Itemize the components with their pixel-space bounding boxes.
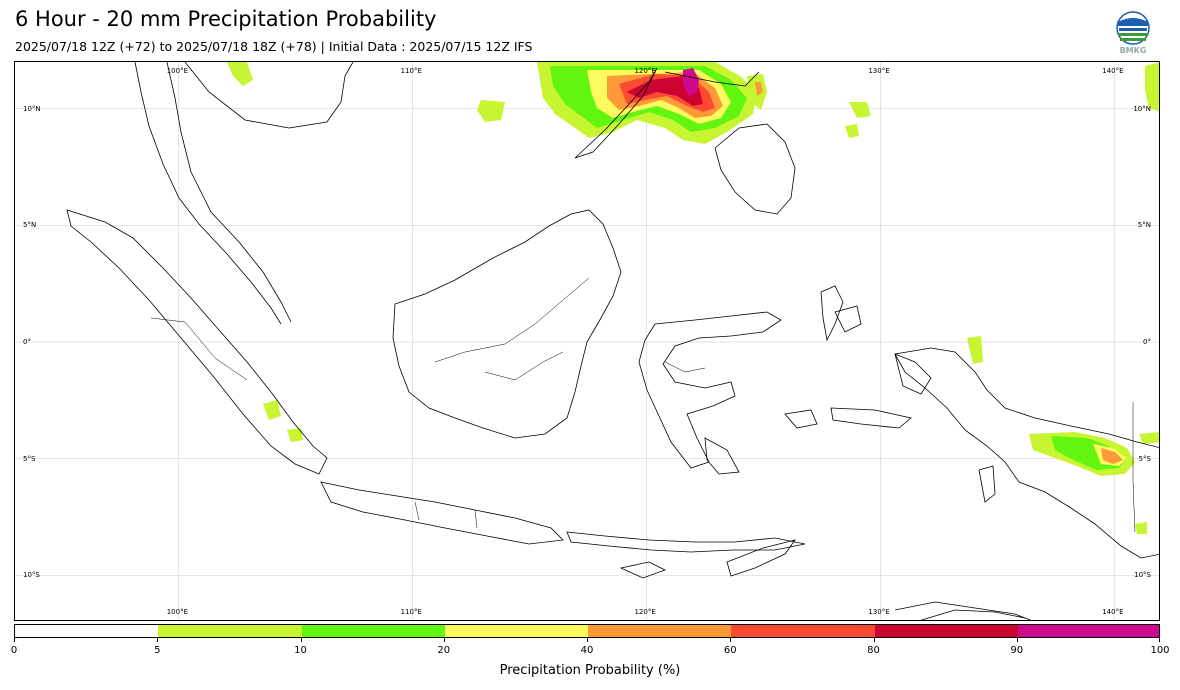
lon-tick-label-bottom: 110°E bbox=[400, 608, 422, 616]
colorbar-tick-label: 0 bbox=[10, 645, 18, 656]
map-canvas bbox=[15, 62, 1159, 620]
precip-area-papua-40 bbox=[1101, 448, 1123, 464]
colorbar-tick-label: 80 bbox=[867, 645, 880, 656]
colorbar-tick bbox=[873, 638, 875, 642]
colorbar-tick bbox=[443, 638, 445, 642]
java-coast bbox=[320, 481, 564, 545]
lat-tick-label-right: 0° bbox=[1143, 338, 1151, 346]
lat-tick-label-left: 0° bbox=[23, 338, 31, 346]
precip-area-northeast-40 bbox=[755, 82, 763, 96]
precip-area-halmahera-5 bbox=[967, 336, 983, 364]
mindanao-coast bbox=[714, 123, 796, 215]
colorbar-tick-label: 5 bbox=[154, 645, 161, 656]
lon-tick-label-bottom: 140°E bbox=[1102, 608, 1124, 616]
precip-area-east-5 bbox=[849, 102, 871, 118]
papua-coast bbox=[894, 347, 1159, 559]
precip-area-papua-east-5 bbox=[1139, 432, 1159, 444]
png-south-coast bbox=[894, 601, 1032, 620]
precip-area-northwest-5 bbox=[227, 62, 253, 86]
precipitation-areas bbox=[227, 62, 1159, 534]
lon-tick-label-top: 140°E bbox=[1102, 67, 1124, 75]
lon-tick-label-top: 120°E bbox=[634, 67, 656, 75]
precipitation-map: 100°E 100°E 110°E 110°E 120°E 120°E 130°E 130°E… bbox=[14, 61, 1160, 621]
lat-tick-label-right: 10°S bbox=[1134, 571, 1151, 580]
border-sumatra-provinces bbox=[150, 317, 248, 381]
map-subtitle: 2025/07/18 12Z (+72) to 2025/07/18 18Z (… bbox=[15, 39, 533, 54]
colorbar bbox=[14, 624, 1160, 638]
lat-tick-label-left: 5°N bbox=[23, 221, 37, 230]
border-java-provinces bbox=[414, 501, 478, 529]
malay-peninsula-coast bbox=[134, 62, 282, 325]
palawan-coast bbox=[574, 67, 658, 159]
visayas-coast bbox=[664, 71, 760, 87]
colorbar-segment bbox=[15, 625, 159, 637]
lesser-sunda-coast bbox=[566, 531, 806, 553]
seram-coast bbox=[830, 407, 912, 429]
sumatra-coast bbox=[66, 209, 328, 475]
colorbar-segment bbox=[1017, 625, 1159, 637]
lon-tick-label-bottom: 100°E bbox=[166, 608, 188, 616]
precip-area-east2-5 bbox=[845, 124, 859, 138]
buru-coast bbox=[784, 409, 818, 429]
border-kalimantan-provinces bbox=[484, 351, 564, 381]
colorbar-tick bbox=[730, 638, 732, 642]
colorbar-segment bbox=[874, 625, 1019, 637]
precip-area-farnorth-5 bbox=[1145, 62, 1159, 112]
sulawesi-southeast-coast bbox=[704, 437, 740, 475]
colorbar-tick-label: 90 bbox=[1010, 645, 1024, 656]
colorbar-tick-label: 60 bbox=[723, 645, 737, 656]
sulawesi-coast bbox=[638, 311, 782, 469]
border-sulawesi-provinces bbox=[664, 361, 706, 373]
colorbar-tick bbox=[1016, 638, 1018, 642]
bmkg-logo: BMKG bbox=[1114, 10, 1152, 56]
colorbar-tick-label: 20 bbox=[437, 645, 451, 656]
map-title: 6 Hour - 20 mm Precipitation Probability bbox=[15, 7, 437, 31]
colorbar-tick bbox=[14, 638, 15, 642]
colorbar-segment bbox=[588, 625, 732, 637]
borders bbox=[150, 277, 1136, 533]
precip-area-west2-5 bbox=[287, 428, 303, 442]
colorbar-tick-label: 100 bbox=[1150, 645, 1170, 656]
aru-islands-coast bbox=[978, 465, 996, 503]
colorbar-segment bbox=[158, 625, 302, 637]
lon-tick-label-bottom: 130°E bbox=[868, 608, 890, 616]
halmahera-east-coast bbox=[834, 305, 862, 333]
border-papua-png bbox=[1132, 402, 1136, 533]
indochina-coast bbox=[184, 62, 354, 129]
border-kalimantan-malaysia bbox=[434, 277, 590, 363]
lon-tick-label-bottom: 120°E bbox=[634, 608, 656, 616]
papua-bird-head-coast bbox=[894, 353, 932, 395]
lat-tick-label-right: 5°N bbox=[1137, 221, 1151, 230]
lat-tick-label-right: 5°S bbox=[1138, 454, 1151, 463]
halmahera-coast bbox=[820, 285, 844, 342]
sumba-coast bbox=[619, 561, 667, 579]
colorbar-segment bbox=[301, 625, 446, 637]
borneo-coast bbox=[392, 209, 622, 439]
lon-tick-label-top: 110°E bbox=[400, 67, 422, 75]
colorbar-tick bbox=[587, 638, 588, 642]
colorbar-segment bbox=[731, 625, 875, 637]
colorbar-tick bbox=[157, 638, 159, 642]
precip-area-papua-south-5 bbox=[1135, 522, 1147, 534]
precip-area-philippines-90 bbox=[683, 68, 699, 96]
lon-tick-label-top: 100°E bbox=[166, 67, 188, 75]
precip-area-sumatra-5 bbox=[477, 100, 505, 122]
lat-tick-label-left: 10°S bbox=[23, 571, 40, 580]
malay-peninsula-coast-east bbox=[166, 62, 292, 323]
colorbar-segment bbox=[444, 625, 589, 637]
logo-text: BMKG bbox=[1120, 46, 1147, 55]
lat-tick-label-left: 5°S bbox=[23, 454, 36, 463]
colorbar-tick bbox=[300, 638, 302, 642]
precip-area-west-5 bbox=[263, 400, 281, 420]
australia-north-coast bbox=[920, 609, 1026, 620]
lat-tick-label-left: 10°N bbox=[23, 104, 41, 113]
lat-tick-label-right: 10°N bbox=[1133, 104, 1151, 113]
colorbar-tick-label: 40 bbox=[580, 645, 594, 656]
colorbar-tick bbox=[1159, 638, 1160, 642]
lon-tick-label-top: 130°E bbox=[868, 67, 890, 75]
colorbar-title: Precipitation Probability (%) bbox=[499, 663, 681, 678]
coastlines bbox=[66, 62, 1159, 620]
timor-coast bbox=[726, 539, 796, 577]
colorbar-tick-label: 10 bbox=[294, 645, 307, 656]
